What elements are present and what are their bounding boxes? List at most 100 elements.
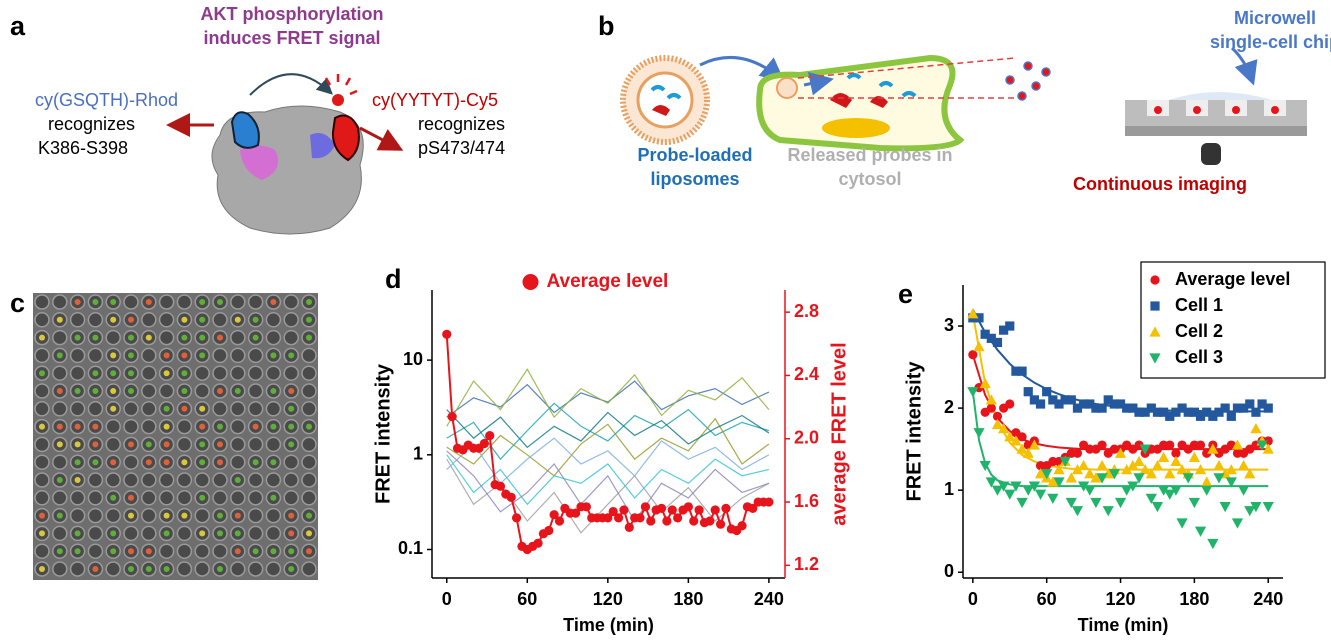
- marker: [1078, 481, 1090, 492]
- marker: [1079, 399, 1089, 409]
- marker: [1139, 444, 1151, 455]
- cell-spot: [110, 405, 117, 412]
- marker: [495, 481, 506, 491]
- marker: [748, 503, 758, 513]
- y2-tick-label: 1.2: [794, 554, 819, 574]
- cell-spot: [199, 441, 206, 448]
- cell-spot: [163, 441, 170, 448]
- marker: [1103, 395, 1113, 405]
- panel-label: d: [385, 264, 402, 294]
- cell-spot: [288, 423, 295, 430]
- microwell: [265, 436, 282, 453]
- probe-text: K386-S398: [38, 138, 128, 158]
- cell-spot: [288, 405, 295, 412]
- microwell: [301, 347, 317, 364]
- arrow: [699, 55, 785, 82]
- x-tick-label: 120: [593, 589, 623, 609]
- trace-line: [446, 409, 770, 449]
- marker: [1219, 501, 1231, 513]
- marker: [1165, 411, 1175, 421]
- marker: [1010, 435, 1022, 446]
- marker: [973, 340, 985, 352]
- arrow: [359, 126, 404, 151]
- trapped-cells: [1154, 106, 1279, 114]
- cell-spot: [163, 405, 170, 412]
- cell-spot: [128, 352, 134, 359]
- marker: [1182, 473, 1194, 484]
- marker: [986, 403, 996, 413]
- y-axis-label: FRET intensity: [372, 363, 394, 504]
- microwell: [230, 490, 246, 506]
- cell-spot: [92, 459, 99, 466]
- marker: [1189, 407, 1199, 417]
- cell-spot: [128, 512, 134, 519]
- cell-spot: [56, 352, 63, 359]
- microwell: [87, 347, 104, 364]
- microwell: [105, 561, 121, 577]
- arrow: [1230, 46, 1258, 86]
- legend-label: Average level: [1175, 269, 1290, 289]
- marker: [1109, 399, 1119, 409]
- marker: [1121, 464, 1133, 475]
- liposome-core: [636, 71, 694, 129]
- marker: [1250, 501, 1262, 513]
- cell-spot: [181, 459, 188, 466]
- cell-spot: [128, 370, 134, 377]
- cell-spot: [306, 423, 312, 430]
- marker: [991, 418, 1004, 430]
- cell-spot: [181, 388, 188, 394]
- marker: [1194, 526, 1207, 537]
- marker: [1097, 440, 1107, 450]
- marker: [1245, 399, 1255, 409]
- cell-spot: [217, 388, 223, 394]
- marker: [571, 508, 581, 518]
- microwell: [123, 418, 139, 435]
- microwell: [283, 454, 299, 470]
- chip-label: Microwell: [1234, 8, 1316, 28]
- microwell: [265, 561, 282, 577]
- marker: [1207, 538, 1219, 550]
- cell-spot: [74, 459, 81, 466]
- x-tick-label: 0: [442, 589, 452, 609]
- cell-spot: [252, 316, 259, 323]
- marker: [1127, 459, 1139, 471]
- marker: [1176, 464, 1188, 475]
- marker: [1060, 395, 1070, 405]
- marker: [1262, 501, 1274, 513]
- marker: [1140, 407, 1150, 417]
- x-tick-label: 180: [1179, 589, 1209, 609]
- cytosol-label: Released probes in: [787, 145, 952, 165]
- cell-spot: [92, 334, 99, 341]
- cell-spot: [110, 459, 117, 466]
- cell-spot: [39, 566, 45, 572]
- cell-spot: [181, 405, 188, 412]
- marker: [656, 503, 667, 513]
- marker: [721, 503, 731, 513]
- microwell: [194, 507, 210, 524]
- marker: [1158, 451, 1170, 462]
- cell-spot: [234, 548, 241, 555]
- microwell: [52, 294, 68, 310]
- microwell: [34, 383, 50, 399]
- cell-spot: [306, 548, 312, 555]
- y2-tick-label: 1.6: [794, 491, 819, 511]
- trace-line: [446, 368, 770, 427]
- marker: [646, 516, 656, 526]
- nucleus: [822, 118, 890, 138]
- cell-spot: [145, 566, 152, 572]
- panel-c: c: [10, 288, 318, 580]
- microwell: [158, 312, 175, 328]
- microwell: [230, 347, 246, 364]
- cell-spot: [74, 423, 81, 430]
- cell-spot: [56, 548, 63, 555]
- legend-label: Cell 3: [1175, 347, 1223, 367]
- cell-spot: [306, 334, 312, 341]
- cell-spot: [74, 477, 81, 483]
- cell-spot: [181, 316, 188, 323]
- marker: [1022, 485, 1034, 496]
- microwell: [34, 294, 50, 310]
- trace-line: [446, 380, 770, 418]
- binding-patch: [240, 145, 279, 180]
- marker: [1115, 399, 1126, 409]
- microwell: [141, 490, 157, 506]
